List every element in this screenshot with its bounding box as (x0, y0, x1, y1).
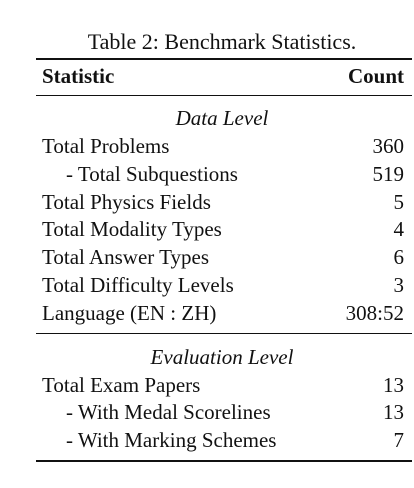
rule (36, 95, 412, 97)
row-label: Total Difficulty Levels (42, 273, 234, 297)
row-label: Total Answer Types (42, 245, 209, 270)
section-title: Data Level (175, 106, 269, 130)
header-cell: Count (347, 64, 404, 88)
row-value: 360 (372, 134, 405, 158)
caption: Table 2: Benchmark Statistics. (87, 29, 357, 54)
section-title: Evaluation Level (150, 344, 294, 369)
row-value: 4 (393, 217, 405, 242)
row-label: Total Physics Fields (42, 189, 211, 214)
rule (36, 460, 412, 462)
rule (36, 332, 412, 334)
row-value: 5 (393, 189, 405, 214)
header-cell: Statistic (42, 64, 115, 88)
row-value: 6 (393, 245, 405, 270)
row-label: - Total Subquestions (66, 161, 238, 186)
row-value: 7 (393, 428, 405, 453)
row-value: 3 (393, 273, 405, 297)
row-label: Total Exam Papers (42, 372, 201, 397)
row-label: Total Modality Types (42, 217, 222, 242)
row-value: 13 (383, 372, 404, 397)
row-label: Total Problems (42, 134, 170, 158)
row-label: Language (EN : ZH) (42, 300, 217, 325)
row-value: 13 (383, 400, 404, 425)
row-label: - With Marking Schemes (66, 428, 277, 453)
rule (36, 58, 412, 60)
row-label: - With Medal Scorelines (66, 400, 271, 425)
row-value: 519 (372, 161, 405, 186)
row-value: 308:52 (345, 300, 404, 325)
